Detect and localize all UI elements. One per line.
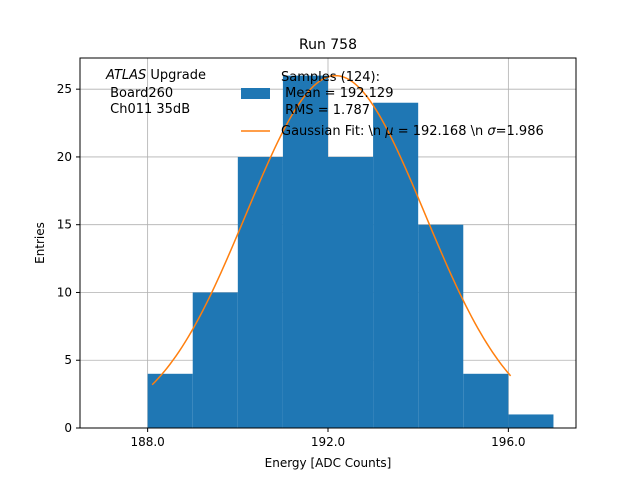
x-tick-label-2: 196.0	[491, 435, 525, 449]
annotation-line-3: Ch011 35dB	[106, 102, 190, 117]
legend-histogram-line-1: Samples (124):	[281, 70, 380, 85]
histogram-bar-1	[192, 292, 238, 428]
y-axis-label: Entries	[33, 222, 47, 264]
histogram-bar-4	[328, 156, 374, 428]
legend-histogram-swatch	[241, 88, 270, 99]
legend: Samples (124): Mean = 192.129 RMS = 1.78…	[241, 70, 544, 139]
chart-title: Run 758	[299, 37, 357, 53]
x-axis-ticks: 188.0 192.0 196.0	[130, 428, 526, 449]
y-tick-label-5: 25	[57, 82, 72, 96]
histogram-bars	[147, 75, 554, 428]
legend-fit-mu: μ	[384, 124, 393, 139]
legend-histogram-line-2: Mean = 192.129	[281, 86, 393, 101]
y-tick-label-3: 15	[57, 218, 72, 232]
histogram-bar-8	[508, 414, 554, 428]
histogram-bar-5	[373, 102, 419, 428]
legend-fit-sigma: σ	[487, 124, 496, 139]
legend-fit-suffix: =1.986	[496, 124, 544, 139]
x-tick-label-1: 192.0	[311, 435, 345, 449]
histogram-bar-6	[418, 224, 464, 428]
legend-fit-label: Gaussian Fit: \n μ = 192.168 \n σ=1.986	[281, 124, 544, 139]
x-axis-label: Energy [ADC Counts]	[265, 456, 392, 470]
atlas-label: ATLAS	[105, 68, 146, 83]
annotation-line-2: Board260	[106, 86, 173, 101]
y-axis-ticks: 0 5 10 15 20 25	[57, 82, 80, 435]
x-tick-label-0: 188.0	[130, 435, 164, 449]
histogram-bar-3	[282, 75, 328, 428]
legend-histogram-line-3: RMS = 1.787	[281, 103, 370, 118]
histogram-bar-7	[463, 373, 509, 428]
histogram-bar-2	[237, 156, 283, 428]
y-tick-label-4: 20	[57, 150, 72, 164]
y-tick-label-0: 0	[64, 421, 72, 435]
upgrade-label: Upgrade	[146, 68, 206, 83]
legend-fit-prefix: Gaussian Fit: \n	[281, 124, 385, 139]
legend-fit-mid: = 192.168 \n	[394, 124, 488, 139]
atlas-annotation: ATLAS Upgrade Board260 Ch011 35dB	[105, 68, 206, 117]
y-tick-label-2: 10	[57, 285, 72, 299]
annotation-line-1: ATLAS Upgrade	[105, 68, 206, 83]
gaussian-fit-curve	[151, 74, 512, 386]
histogram-bar-0	[147, 373, 193, 428]
y-tick-label-1: 5	[64, 353, 72, 367]
